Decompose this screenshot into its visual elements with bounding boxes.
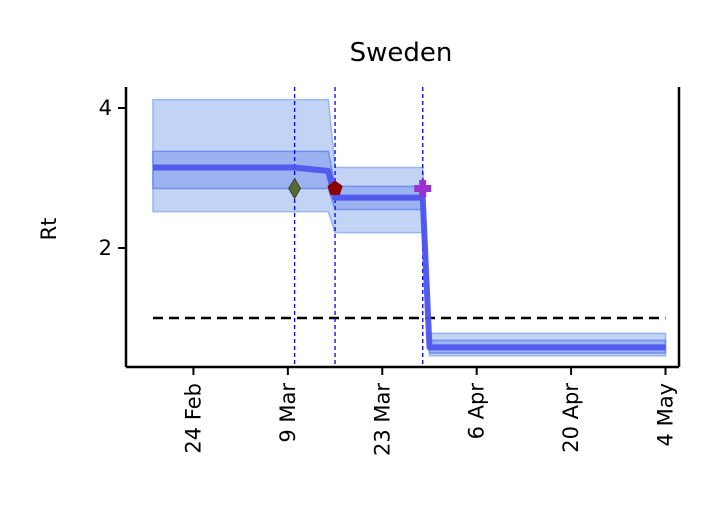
series-line-0 xyxy=(152,164,666,351)
x-tick-label-1: 9 Mar xyxy=(276,383,300,443)
y-axis-label: Rt xyxy=(37,218,61,241)
y-tick-label-0: 2 xyxy=(99,236,112,260)
tick-labels: 2 4 24 Feb 9 Mar 23 Mar 6 Apr 20 Apr 4 May xyxy=(99,96,678,456)
marker-diamond-0 xyxy=(288,177,302,200)
marker-pentagon-1 xyxy=(327,180,343,195)
series-lines xyxy=(152,164,666,351)
x-tick-label-2: 23 Mar xyxy=(370,383,394,456)
x-tick-label-5: 4 May xyxy=(654,383,678,446)
y-tick-label-1: 4 xyxy=(99,96,112,120)
intervention-markers xyxy=(288,177,432,200)
chart-title: Sweden xyxy=(350,38,453,68)
marker-cross-2 xyxy=(414,180,432,197)
x-tick-label-3: 6 Apr xyxy=(465,383,489,440)
axes xyxy=(124,87,681,369)
x-tick-label-0: 24 Feb xyxy=(181,383,205,454)
x-tick-label-4: 20 Apr xyxy=(559,383,583,453)
